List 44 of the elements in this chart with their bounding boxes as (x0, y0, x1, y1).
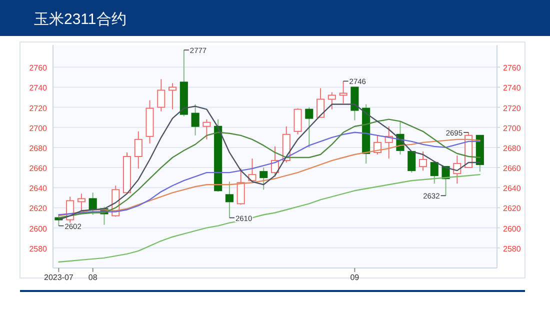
candlestick (236, 168, 245, 206)
y2-tick-label: 2720 (503, 104, 522, 113)
y-tick-label: 2740 (29, 84, 48, 93)
y-tick-label: 2600 (29, 224, 48, 234)
y-tick-label: 2620 (29, 204, 48, 214)
y-tick-label: 2660 (29, 164, 48, 174)
candlestick (350, 86, 359, 121)
y2-tick-label: 2580 (503, 244, 522, 254)
candlestick (202, 118, 211, 140)
y-tick-label: 2580 (29, 244, 48, 254)
y-tick-label: 2760 (29, 64, 48, 73)
y2-tick-label: 2640 (503, 184, 522, 194)
candlestick (168, 82, 177, 110)
x-tick-label: 09 (350, 273, 360, 282)
candlestick (305, 106, 314, 148)
candlestick (408, 150, 416, 174)
y2-tick-label: 2680 (503, 144, 522, 153)
candlestick (225, 181, 234, 218)
candlestick (88, 192, 97, 216)
y2-tick-label: 2760 (503, 64, 522, 73)
y-tick-label: 2640 (29, 184, 48, 194)
candlestick (157, 78, 166, 112)
y2-tick-label: 2740 (503, 84, 522, 93)
y-tick-label: 2700 (29, 124, 48, 133)
y2-tick-label: 2620 (503, 204, 522, 214)
candlestick (339, 80, 348, 104)
y-tick-label: 2680 (29, 144, 48, 153)
candlestick (316, 88, 325, 118)
candlestick (418, 150, 428, 172)
y-tick-label: 2720 (29, 104, 48, 113)
candlestick (134, 130, 142, 170)
candlestick (328, 92, 336, 110)
candlestick (260, 167, 268, 190)
x-tick-label: 08 (88, 273, 98, 282)
x-tick-label: 2023-07 (44, 273, 74, 282)
candlestick (248, 158, 256, 182)
candlestick (191, 104, 200, 136)
y2-tick-label: 2600 (503, 224, 522, 234)
y2-tick-label: 2700 (503, 124, 522, 133)
chart-title: 玉米2311合约 (34, 11, 126, 28)
candlestick (430, 162, 438, 184)
candlestick (77, 193, 86, 212)
candlestick (294, 108, 302, 135)
y2-tick-label: 2660 (503, 164, 522, 174)
